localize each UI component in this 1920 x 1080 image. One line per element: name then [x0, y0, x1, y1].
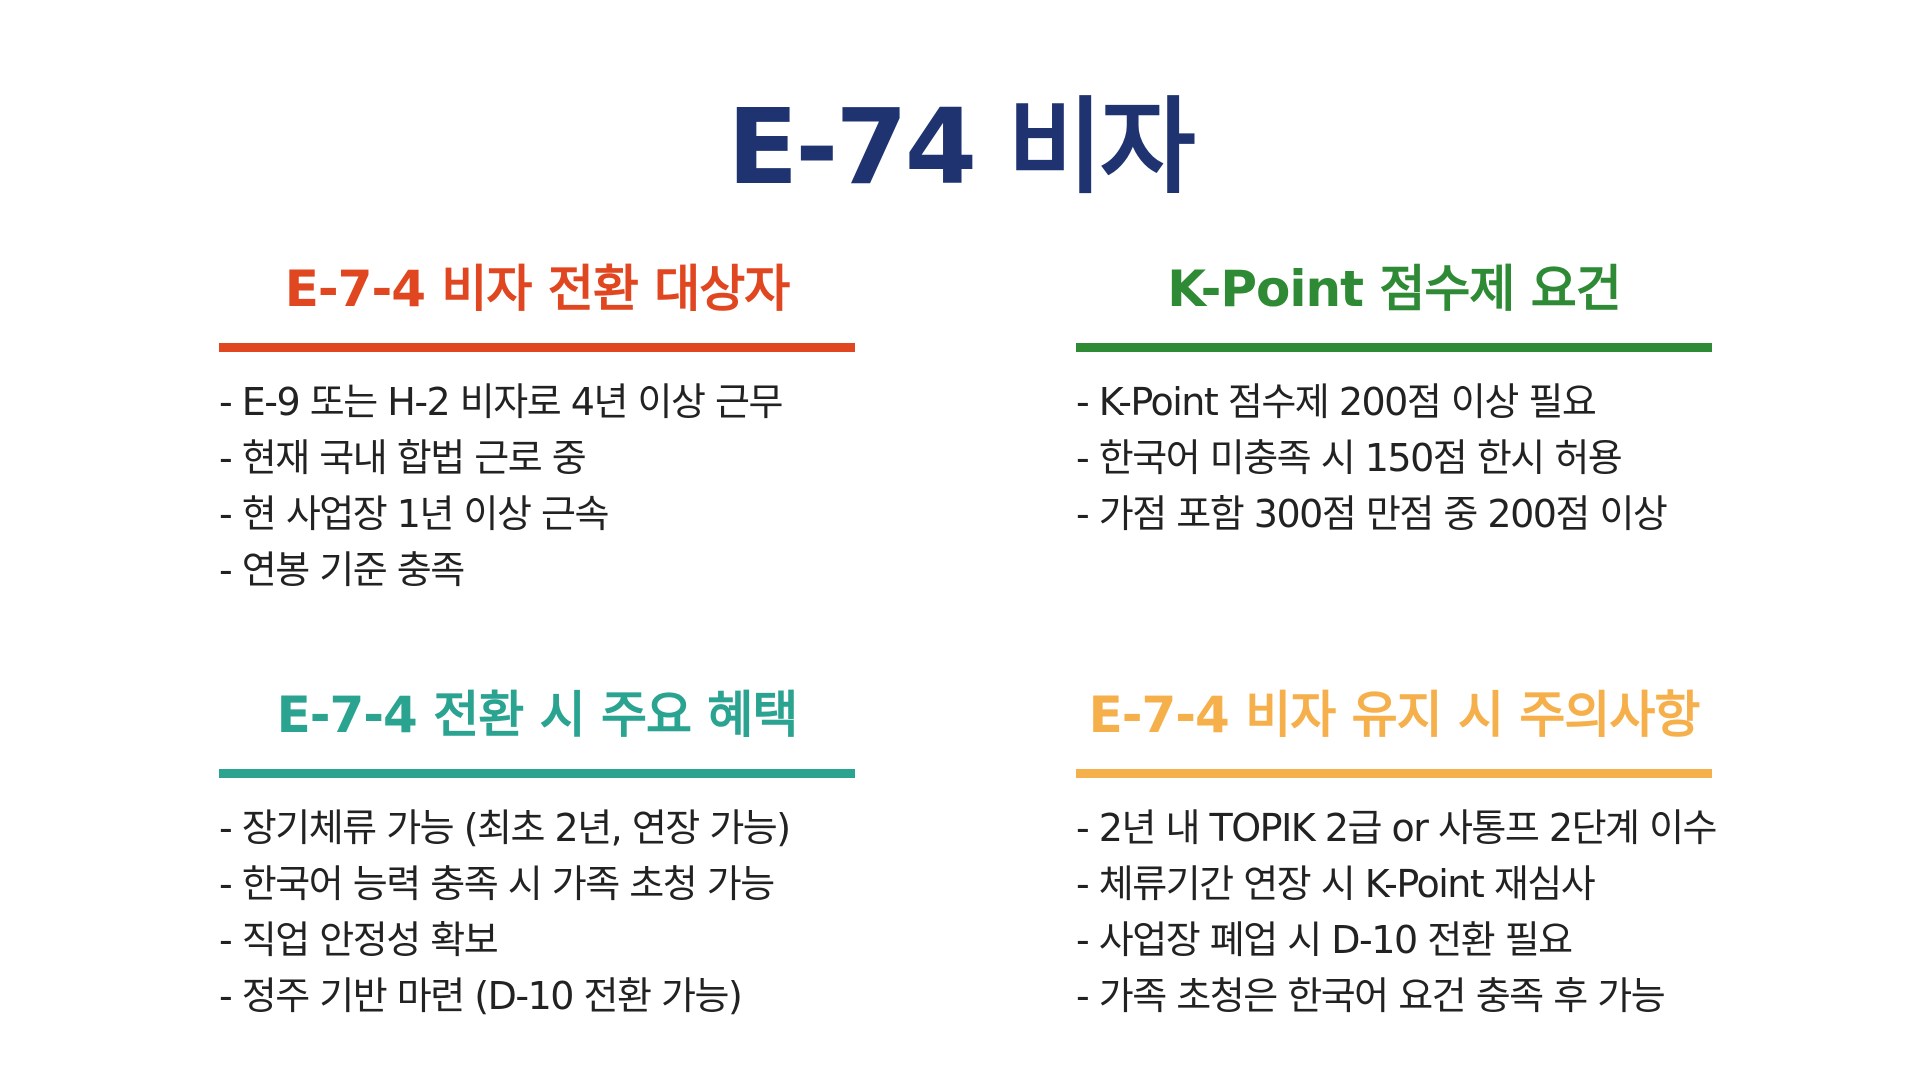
list-item: - 장기체류 가능 (최초 2년, 연장 가능)	[219, 806, 791, 850]
list-item: - 사업장 폐업 시 D-10 전환 필요	[1076, 918, 1573, 962]
section-heading: E-7-4 비자 전환 대상자	[284, 260, 790, 318]
section-kpoint-requirements: K-Point 점수제 요건 - K-Point 점수제 200점 이상 필요 - …	[1076, 254, 1712, 542]
section-cautions: E-7-4 비자 유지 시 주의사항 - 2년 내 TOPIK 2급 or 사통프…	[1076, 680, 1718, 1024]
item-list: - 장기체류 가능 (최초 2년, 연장 가능) - 한국어 능력 충족 시 가족…	[219, 800, 855, 1024]
section-benefits: E-7-4 전환 시 주요 혜택 - 장기체류 가능 (최초 2년, 연장 가능)…	[219, 680, 855, 1024]
list-item: - 2년 내 TOPIK 2급 or 사통프 2단계 이수	[1076, 806, 1718, 850]
section-underline	[219, 343, 855, 352]
list-item: - 한국어 미충족 시 150점 한시 허용	[1076, 436, 1623, 480]
list-item: - 연봉 기준 충족	[219, 548, 465, 592]
section-underline	[1076, 343, 1712, 352]
list-item: - E-9 또는 H-2 비자로 4년 이상 근무	[219, 380, 783, 424]
item-list: - K-Point 점수제 200점 이상 필요 - 한국어 미충족 시 150점…	[1076, 374, 1712, 542]
list-item: - 직업 안정성 확보	[219, 918, 499, 962]
list-item: - 체류기간 연장 시 K-Point 재심사	[1076, 862, 1596, 906]
section-underline	[219, 769, 855, 778]
list-item: - 한국어 능력 충족 시 가족 초청 가능	[219, 862, 775, 906]
section-eligibility: E-7-4 비자 전환 대상자 - E-9 또는 H-2 비자로 4년 이상 근무…	[219, 254, 855, 598]
section-heading: E-7-4 비자 유지 시 주의사항	[1088, 686, 1701, 744]
list-item: - 가족 초청은 한국어 요건 충족 후 가능	[1076, 974, 1666, 1018]
page-title: E-74 비자	[727, 86, 1196, 208]
list-item: - 가점 포함 300점 만점 중 200점 이상	[1076, 492, 1668, 536]
item-list: - 2년 내 TOPIK 2급 or 사통프 2단계 이수 - 체류기간 연장 시…	[1076, 800, 1718, 1024]
list-item: - 정주 기반 마련 (D-10 전환 가능)	[219, 974, 743, 1018]
list-item: - 현재 국내 합법 근로 중	[219, 436, 587, 480]
section-underline	[1076, 769, 1712, 778]
section-heading: K-Point 점수제 요건	[1167, 260, 1622, 318]
item-list: - E-9 또는 H-2 비자로 4년 이상 근무 - 현재 국내 합법 근로 중…	[219, 374, 855, 598]
list-item: - K-Point 점수제 200점 이상 필요	[1076, 380, 1597, 424]
list-item: - 현 사업장 1년 이상 근속	[219, 492, 609, 536]
section-heading: E-7-4 전환 시 주요 혜택	[276, 686, 799, 744]
